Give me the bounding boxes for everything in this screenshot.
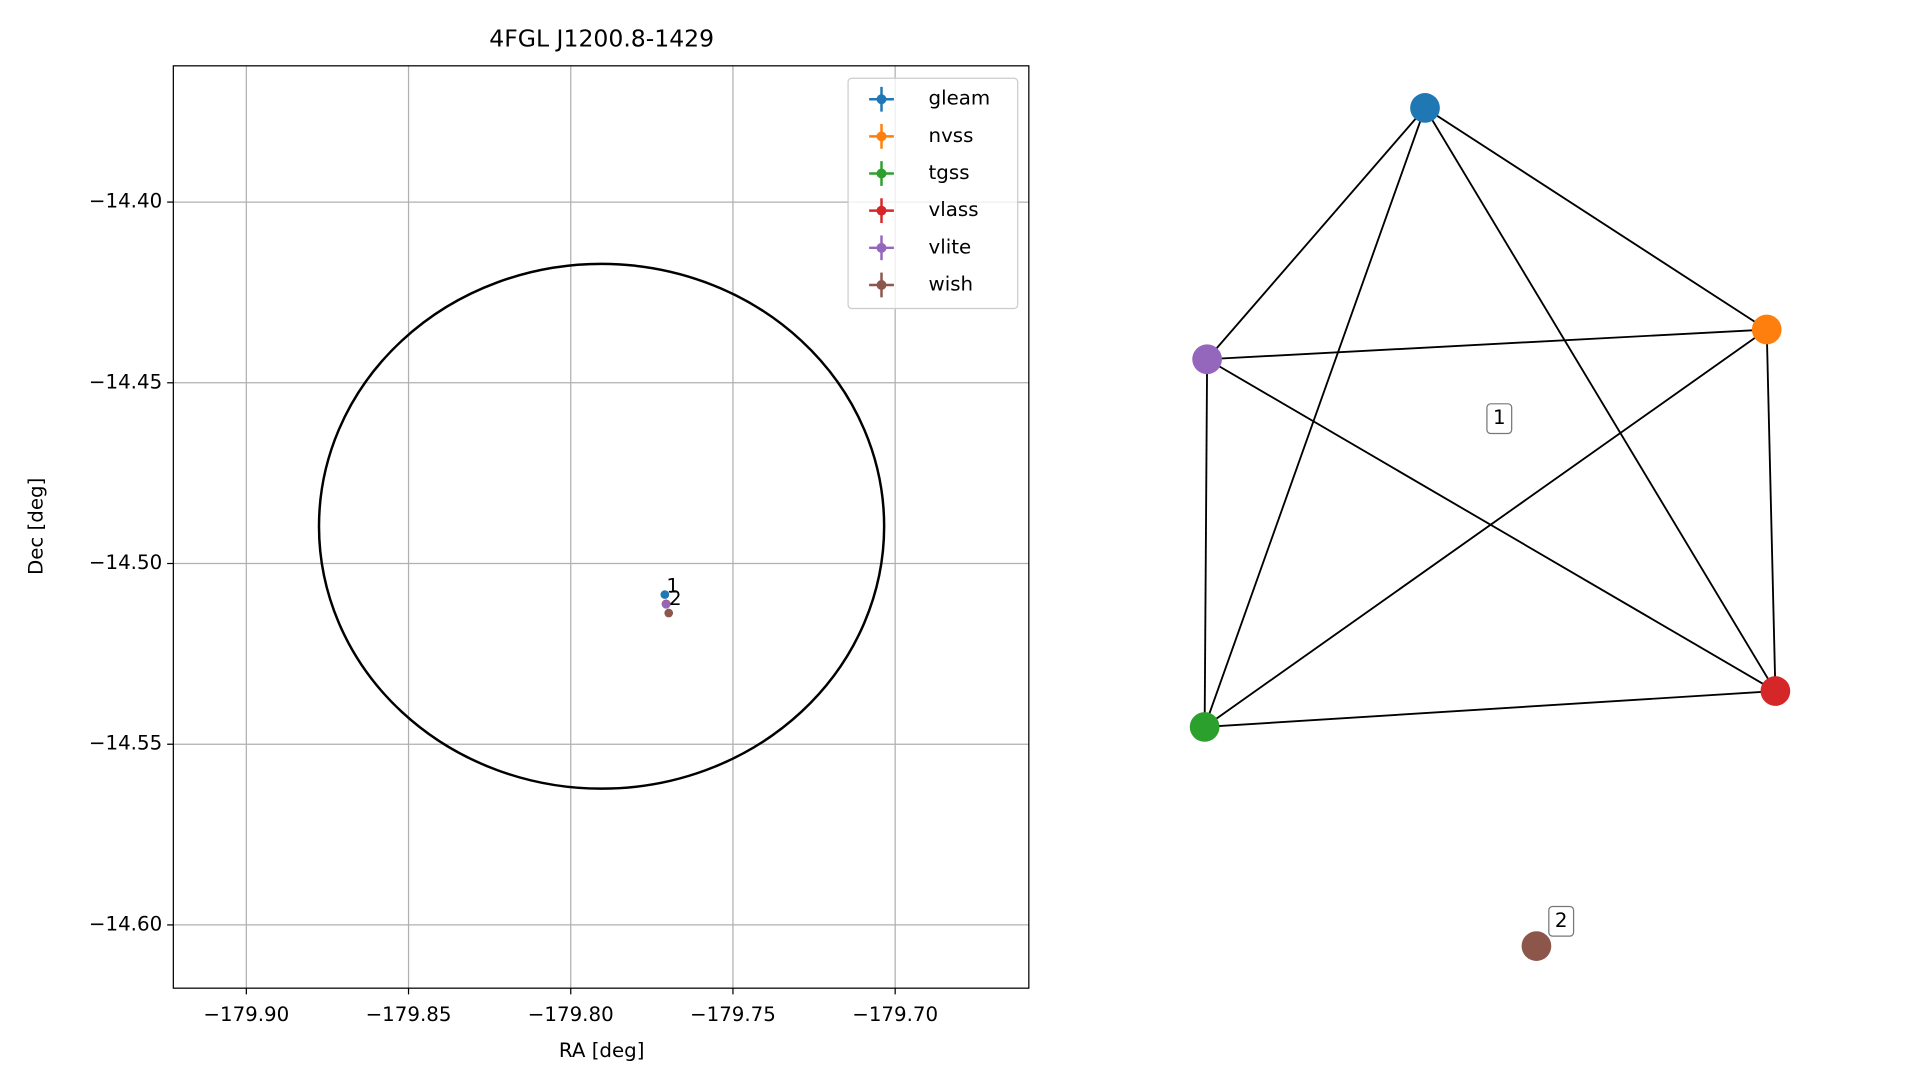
y-tick-label: −14.40 — [89, 190, 162, 213]
legend-marker — [876, 94, 887, 105]
legend-label: vlass — [929, 198, 979, 221]
node — [1760, 676, 1791, 706]
label-box — [1486, 403, 1513, 435]
error-ellipse — [317, 262, 886, 790]
legend-marker — [876, 168, 887, 179]
legend-marker — [876, 280, 887, 290]
legend-label: gleam — [929, 87, 991, 110]
edge — [1204, 328, 1768, 728]
chart-title: 4FGL J1200.8-1429 — [489, 24, 714, 52]
edge — [1203, 107, 1426, 728]
y-axis-label: Dec [deg] — [25, 478, 48, 575]
legend-label: nvss — [929, 124, 974, 147]
y-tick-label: −14.50 — [89, 551, 162, 574]
x-tick-label: −179.70 — [852, 1003, 938, 1026]
x-axis-label: RA [deg] — [559, 1039, 645, 1062]
edge — [1207, 328, 1767, 361]
x-tick-label: −179.85 — [366, 1003, 452, 1026]
legend-label: vlite — [929, 235, 972, 258]
node — [1410, 93, 1440, 123]
point — [660, 590, 670, 599]
label-box — [1548, 905, 1575, 937]
y-tick-label: −14.55 — [89, 732, 162, 755]
y-tick-label: −14.45 — [89, 370, 162, 393]
edge — [1765, 329, 1777, 692]
plot-frame — [172, 65, 1030, 989]
edge — [1424, 107, 1768, 331]
legend-marker — [876, 131, 887, 142]
y-tick-label: −14.60 — [89, 912, 162, 935]
node-group-label: 1 — [1493, 406, 1506, 429]
legend-marker — [876, 205, 887, 216]
node-group-label: 2 — [1555, 909, 1568, 932]
edge — [1206, 107, 1426, 360]
legend-label: tgss — [929, 161, 970, 184]
legend-label: wish — [929, 272, 974, 295]
node — [1521, 931, 1552, 961]
annotation: 2 — [669, 587, 682, 610]
x-tick-label: −179.75 — [690, 1003, 776, 1026]
node — [1192, 344, 1222, 375]
legend-marker — [876, 242, 887, 253]
node — [1751, 314, 1782, 345]
edge — [1424, 107, 1777, 692]
x-tick-label: −179.90 — [203, 1003, 289, 1026]
point — [664, 608, 674, 618]
edge — [1203, 359, 1209, 727]
node — [1189, 712, 1220, 742]
point — [661, 600, 671, 609]
annotation: 1 — [666, 574, 679, 597]
edge — [1204, 690, 1776, 728]
x-tick-label: −179.80 — [528, 1003, 614, 1026]
